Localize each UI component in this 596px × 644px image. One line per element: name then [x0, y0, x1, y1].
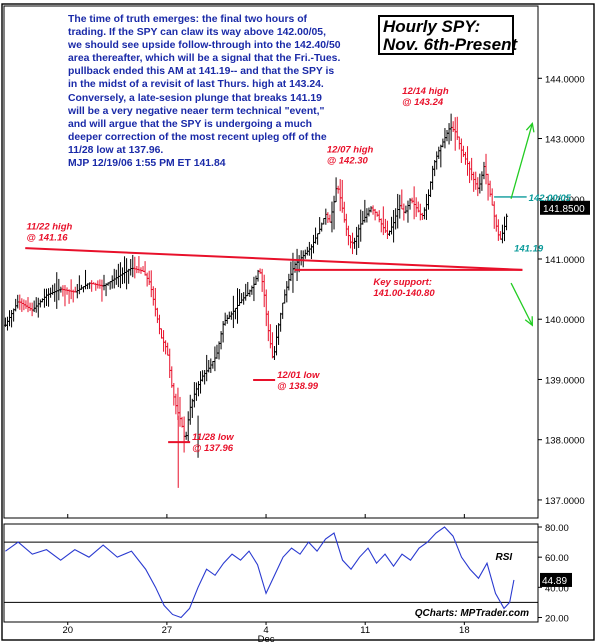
annotation-label: @ 137.96	[192, 443, 234, 454]
rsi-y-tick-label: 40.00	[545, 583, 569, 594]
rsi-y-tick-label: 80.00	[545, 523, 569, 534]
annotation-label: @ 138.99	[277, 381, 319, 392]
x-tick-label: 18	[459, 625, 470, 636]
annotation-label: 11/22 high	[27, 221, 73, 232]
annotation-label: @ 143.24	[402, 97, 444, 108]
up-arrow-head	[525, 122, 535, 133]
x-month-label: Dec	[258, 634, 275, 644]
x-tick-label: 20	[62, 625, 73, 636]
rsi-last-value-label: 44.89	[542, 576, 567, 587]
annotation-label: 11/28 low	[192, 432, 234, 443]
x-axis: 20 27 4 11 18	[62, 514, 470, 636]
target-label: 142.00/05	[529, 193, 572, 204]
annotation-label: 141.00-140.80	[373, 288, 435, 299]
outer-frame	[1, 3, 595, 641]
rsi-y-tick-label: 60.00	[545, 553, 569, 564]
annotation-label: 12/14 high	[402, 86, 449, 97]
low-label: 141.19	[514, 244, 544, 255]
price-bars	[3, 113, 509, 488]
price-panel-frame	[3, 5, 539, 519]
11/22-resistance-line	[25, 247, 523, 271]
chart-title-line-1: Hourly SPY:	[383, 17, 481, 36]
annotations: 11/22 high@ 141.16 12/07 high@ 142.30 12/1…	[27, 86, 449, 454]
down-arrow-shaft	[510, 282, 533, 326]
price-y-tick-label: 140.0000	[545, 315, 585, 326]
down-arrow-head	[524, 316, 534, 327]
x-tick-label: 27	[162, 625, 173, 636]
up-arrow-shaft	[510, 123, 533, 199]
rsi-y-tick-label: 20.00	[545, 613, 569, 624]
last-price-box	[540, 200, 590, 215]
annotation-label: Key support:	[373, 277, 432, 288]
rsi-y-axis: 20.00 40.00 60.00 80.00	[538, 523, 569, 624]
x-tick-label: 11	[360, 625, 370, 636]
chart-title-line-2: Nov. 6th-Present	[383, 35, 518, 54]
annotation-label: 12/07 high	[327, 145, 374, 156]
price-y-tick-label: 141.0000	[545, 255, 585, 266]
rsi-series-label: RSI	[496, 552, 513, 563]
price-y-tick-label: 139.0000	[545, 375, 585, 386]
x-tick-label: 4	[263, 625, 268, 636]
annotation-label: 12/01 low	[277, 370, 320, 381]
price-y-tick-label: 137.0000	[545, 496, 585, 507]
last-price-label: 141.8500	[543, 204, 585, 215]
price-y-tick-label: 143.0000	[545, 135, 585, 146]
price-y-tick-label: 144.0000	[545, 74, 585, 85]
commentary-text: The time of truth emerges: the final two…	[68, 14, 341, 170]
rsi-last-value-box	[540, 572, 572, 587]
chart-title: Hourly SPY: Nov. 6th-Present	[378, 15, 518, 55]
price-y-axis: 137.0000 138.0000 139.0000 140.0000 141.0000…	[538, 74, 585, 507]
price-y-tick-label: 142.0000	[545, 195, 585, 206]
price-y-tick-label: 138.0000	[545, 436, 585, 447]
rsi-panel-frame	[3, 523, 539, 623]
annotation-label: @ 141.16	[27, 232, 69, 243]
annotation-label: @ 142.30	[327, 156, 369, 167]
rsi-series-line	[5, 526, 515, 619]
watermark-text: QCharts: MPTrader.com	[415, 608, 529, 619]
